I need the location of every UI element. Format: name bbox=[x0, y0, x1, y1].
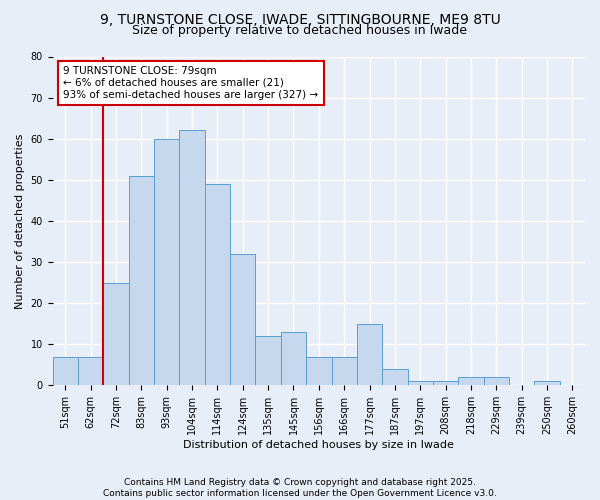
Bar bbox=[535, 381, 560, 386]
Bar bbox=[179, 130, 205, 386]
Bar bbox=[154, 138, 179, 386]
Text: Size of property relative to detached houses in Iwade: Size of property relative to detached ho… bbox=[133, 24, 467, 37]
Bar bbox=[230, 254, 256, 386]
Bar bbox=[53, 356, 78, 386]
Text: 9 TURNSTONE CLOSE: 79sqm
← 6% of detached houses are smaller (21)
93% of semi-de: 9 TURNSTONE CLOSE: 79sqm ← 6% of detache… bbox=[63, 66, 319, 100]
Text: Contains HM Land Registry data © Crown copyright and database right 2025.
Contai: Contains HM Land Registry data © Crown c… bbox=[103, 478, 497, 498]
X-axis label: Distribution of detached houses by size in Iwade: Distribution of detached houses by size … bbox=[184, 440, 454, 450]
Bar bbox=[103, 282, 129, 386]
Y-axis label: Number of detached properties: Number of detached properties bbox=[15, 133, 25, 308]
Bar bbox=[129, 176, 154, 386]
Bar bbox=[458, 377, 484, 386]
Bar bbox=[281, 332, 306, 386]
Text: 9, TURNSTONE CLOSE, IWADE, SITTINGBOURNE, ME9 8TU: 9, TURNSTONE CLOSE, IWADE, SITTINGBOURNE… bbox=[100, 12, 500, 26]
Bar bbox=[256, 336, 281, 386]
Bar bbox=[78, 356, 103, 386]
Bar bbox=[484, 377, 509, 386]
Bar bbox=[407, 381, 433, 386]
Bar bbox=[433, 381, 458, 386]
Bar bbox=[357, 324, 382, 386]
Bar bbox=[306, 356, 332, 386]
Bar bbox=[205, 184, 230, 386]
Bar bbox=[332, 356, 357, 386]
Bar bbox=[382, 369, 407, 386]
